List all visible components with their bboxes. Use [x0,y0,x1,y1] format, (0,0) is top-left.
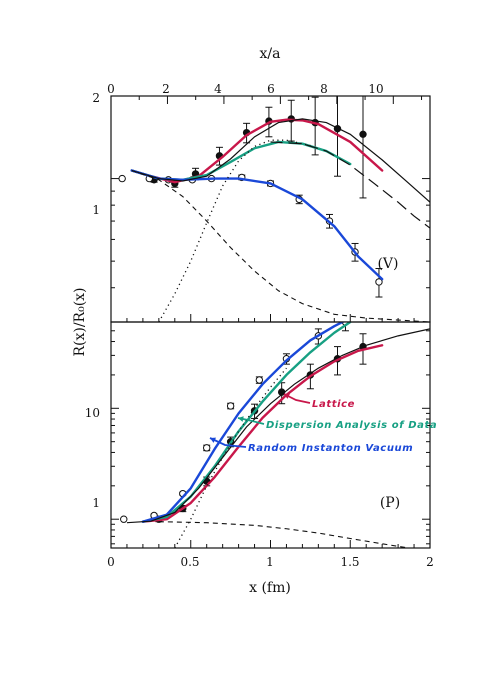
data-point-open [375,278,383,286]
data-point-open [120,515,128,523]
panel-frame-p [110,321,431,549]
data-point-open [226,402,235,410]
top-tick-label-10: 10 [368,82,383,96]
top-tick-label-6: 6 [267,82,275,96]
series-line-lattice-fit [130,118,384,184]
series-line-dotted-line [174,367,287,548]
x-tick-label-1.5: 1.5 [340,555,359,569]
panel-tag-p: (P) [380,495,400,511]
y-axis-title: R(x)/R₀(x) [72,287,88,356]
series-line-long-dash-line [270,141,430,229]
series-line-dispersion-fit [141,322,352,523]
series-line-solid-line [131,118,430,203]
data-point-filled [359,130,367,139]
annotation-arrowhead-2 [210,437,216,443]
top-tick-label-8: 8 [320,82,328,96]
p-y-tick-label-1: 1 [92,496,100,510]
annotation-arrowhead-1 [238,416,244,422]
annotation-arrowhead-0 [284,393,290,399]
series-line-lattice-fit [141,344,384,523]
v-y-tick-label-1: 1 [92,203,100,217]
series-line-instanton-fit [141,322,346,523]
annotation-instanton: Random Instanton Vacuum [248,443,413,454]
annotation-dispersion: Dispersion Analysis of Data [266,420,437,431]
top-axis-title: x/a [260,46,281,62]
annotation-lattice: Lattice [312,399,355,410]
series-line-instanton-fit [130,169,384,281]
x-tick-label-0.5: 0.5 [180,555,199,569]
top-tick-label-4: 4 [214,82,222,96]
x-tick-label-0: 0 [107,555,115,569]
series-line-short-dash-line [131,169,430,322]
series-line-short-dash-line [158,521,412,548]
annotation-arrow-2 [209,437,247,448]
data-point-open [118,174,126,183]
series-line-solid-line [126,328,430,524]
plot-layer [110,95,431,549]
panel-frame-v [110,95,431,323]
x-tick-label-1: 1 [266,555,274,569]
panel-plot-area-p [120,322,430,548]
top-tick-label-2: 2 [162,82,170,96]
panel-tag-v: (V) [377,256,398,272]
x-tick-label-2: 2 [426,555,434,569]
series-line-dotted-line [158,139,311,322]
data-point-open [203,444,211,452]
top-tick-label-0: 0 [107,82,115,96]
x-axis-title: x (fm) [249,580,291,596]
panel-plot-area-v [118,96,430,322]
v-y-tick-label-2: 2 [92,91,100,105]
p-y-tick-label-10: 10 [85,406,100,420]
data-point-open [255,376,264,384]
